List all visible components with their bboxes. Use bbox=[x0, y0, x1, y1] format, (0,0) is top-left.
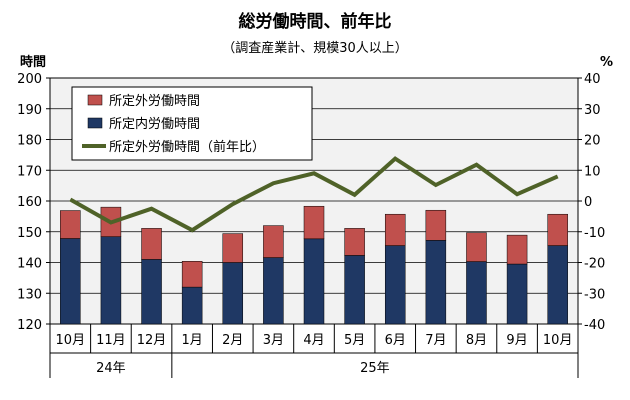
x-tick-label: 7月 bbox=[425, 333, 446, 348]
x-tick-label: 4月 bbox=[303, 333, 324, 348]
legend-label-overtime: 所定外労働時間 bbox=[109, 94, 200, 109]
line-overtime-yoy bbox=[69, 156, 559, 233]
legend-label-scheduled: 所定内労働時間 bbox=[109, 116, 200, 132]
bar-overtime bbox=[263, 225, 284, 258]
bars bbox=[60, 205, 568, 325]
y-left-tick-label: 170 bbox=[17, 164, 42, 179]
y-left-axis-label: 時間 bbox=[20, 54, 46, 70]
bar-scheduled bbox=[425, 240, 447, 325]
line-series bbox=[69, 156, 559, 233]
y-right-tick-label: 10 bbox=[584, 164, 601, 179]
bar-scheduled bbox=[384, 245, 406, 325]
bar-overtime bbox=[547, 213, 568, 246]
bar-scheduled bbox=[303, 238, 325, 325]
gridlines bbox=[50, 108, 578, 294]
legend: 所定外労働時間 所定内労働時間 所定外労働時間（前年比） bbox=[71, 86, 313, 161]
bar-scheduled bbox=[181, 286, 203, 325]
bar-scheduled bbox=[141, 259, 162, 325]
bar-overtime bbox=[344, 228, 365, 256]
bar-overtime bbox=[425, 209, 447, 241]
y-left-tick-label: 150 bbox=[17, 226, 42, 241]
bar-overtime bbox=[303, 205, 325, 240]
x-tick-label: 3月 bbox=[263, 333, 284, 348]
bar-scheduled bbox=[100, 236, 122, 325]
y-left-tick-label: 180 bbox=[17, 134, 42, 149]
bar-scheduled bbox=[60, 238, 81, 325]
x-year-label: 24年 bbox=[96, 361, 126, 376]
y-right-tick-label: 20 bbox=[584, 134, 601, 149]
bar-scheduled bbox=[466, 261, 487, 325]
y-left-tick-label: 130 bbox=[17, 287, 42, 302]
legend-swatch-overtime bbox=[87, 94, 103, 106]
x-tick-label: 2月 bbox=[222, 333, 243, 348]
y-right-axis-label: % bbox=[600, 55, 613, 70]
x-tick-label: 10月 bbox=[56, 333, 86, 348]
y-right-tick-label: -40 bbox=[584, 318, 605, 333]
legend-box bbox=[71, 86, 313, 161]
y-right-tick-label: 40 bbox=[584, 72, 601, 87]
bar-scheduled bbox=[344, 255, 365, 325]
y-right-tick-label: -10 bbox=[584, 226, 605, 241]
legend-swatch-scheduled bbox=[87, 117, 103, 129]
y-left-tick-label: 160 bbox=[17, 195, 42, 210]
y-left-tick-label: 140 bbox=[17, 257, 42, 272]
y-left-tick-label: 120 bbox=[17, 318, 42, 333]
chart-subtitle: （調査産業計、規模30人以上） bbox=[222, 40, 408, 56]
y-right-tick-label: -20 bbox=[584, 257, 605, 272]
y-right-axis: -40 -30 -20 -10 0 10 20 30 40 bbox=[578, 72, 605, 333]
x-tick-label: 8月 bbox=[466, 333, 487, 348]
x-axis: 10月 11月 12月 1月 2月 3月 4月 5月 6月 7月 8月 9月 10月 24年 25年 bbox=[49, 324, 579, 378]
bar-overtime bbox=[141, 228, 162, 260]
bar-overtime bbox=[181, 261, 203, 288]
x-tick-label: 5月 bbox=[344, 333, 365, 348]
chart-title: 総労働時間、前年比 bbox=[239, 11, 392, 32]
x-tick-label: 10月 bbox=[543, 333, 573, 348]
x-tick-label: 1月 bbox=[182, 333, 203, 348]
bar-scheduled bbox=[547, 245, 568, 325]
x-tick-label: 9月 bbox=[506, 333, 527, 348]
x-tick-label: 11月 bbox=[96, 333, 126, 348]
bar-scheduled bbox=[222, 262, 244, 325]
y-right-tick-label: 30 bbox=[584, 103, 601, 118]
bar-overtime bbox=[506, 234, 528, 265]
y-right-tick-label: 0 bbox=[584, 195, 592, 210]
bar-overtime bbox=[384, 213, 406, 246]
bar-overtime bbox=[222, 233, 244, 263]
legend-label-overtime-yoy: 所定外労働時間（前年比） bbox=[109, 139, 265, 155]
x-year-label: 25年 bbox=[360, 361, 390, 376]
bar-scheduled bbox=[263, 257, 284, 325]
y-right-tick-label: -30 bbox=[584, 287, 605, 302]
bar-overtime bbox=[466, 232, 487, 262]
bar-scheduled bbox=[506, 263, 528, 325]
y-left-tick-label: 190 bbox=[17, 103, 42, 118]
x-tick-label: 12月 bbox=[137, 333, 167, 348]
bar-overtime bbox=[60, 210, 81, 239]
x-tick-label: 6月 bbox=[385, 333, 406, 348]
y-left-axis: 120 130 140 150 160 170 180 190 200 bbox=[17, 72, 50, 333]
y-left-tick-label: 200 bbox=[17, 72, 42, 87]
